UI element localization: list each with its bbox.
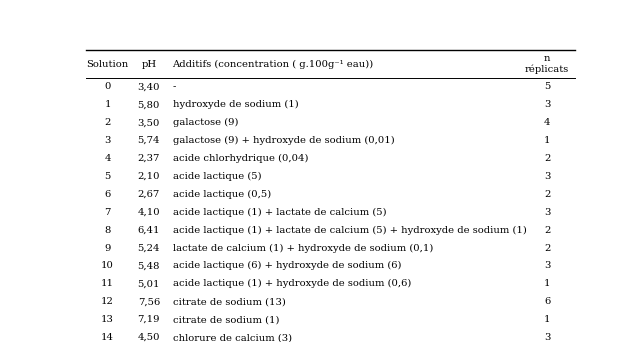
Text: 2,10: 2,10 [138, 172, 160, 181]
Text: 4: 4 [104, 154, 111, 163]
Text: citrate de sodium (13): citrate de sodium (13) [173, 297, 285, 306]
Text: 3: 3 [544, 333, 550, 342]
Text: Solution: Solution [86, 60, 129, 69]
Text: -: - [173, 82, 176, 91]
Text: 3: 3 [544, 100, 550, 109]
Text: hydroxyde de sodium (1): hydroxyde de sodium (1) [173, 100, 298, 109]
Text: acide lactique (0,5): acide lactique (0,5) [173, 190, 271, 199]
Text: 5,01: 5,01 [138, 279, 160, 288]
Text: 6: 6 [544, 297, 550, 306]
Text: 2: 2 [544, 226, 550, 235]
Text: pH: pH [141, 60, 156, 69]
Text: 5: 5 [104, 172, 111, 181]
Text: 3: 3 [544, 208, 550, 217]
Text: 2,37: 2,37 [138, 154, 160, 163]
Text: 2: 2 [544, 244, 550, 252]
Text: 7,19: 7,19 [138, 315, 160, 324]
Text: 9: 9 [104, 244, 111, 252]
Text: lactate de calcium (1) + hydroxyde de sodium (0,1): lactate de calcium (1) + hydroxyde de so… [173, 244, 433, 253]
Text: 1: 1 [544, 136, 550, 145]
Text: citrate de sodium (1): citrate de sodium (1) [173, 315, 279, 324]
Text: 2: 2 [544, 154, 550, 163]
Text: 3: 3 [544, 261, 550, 271]
Text: n
réplicats: n réplicats [525, 54, 569, 74]
Text: 11: 11 [101, 279, 114, 288]
Text: 3,40: 3,40 [138, 82, 160, 91]
Text: acide chlorhydrique (0,04): acide chlorhydrique (0,04) [173, 154, 309, 163]
Text: 5,80: 5,80 [138, 100, 160, 109]
Text: 5,74: 5,74 [138, 136, 160, 145]
Text: 7: 7 [104, 208, 111, 217]
Text: chlorure de calcium (3): chlorure de calcium (3) [173, 333, 292, 342]
Text: 5,24: 5,24 [138, 244, 160, 252]
Text: 2: 2 [104, 118, 111, 127]
Text: 6,41: 6,41 [138, 226, 160, 235]
Text: 13: 13 [101, 315, 114, 324]
Text: 4: 4 [544, 118, 550, 127]
Text: 14: 14 [101, 333, 114, 342]
Text: 2,67: 2,67 [138, 190, 160, 199]
Text: 1: 1 [104, 100, 111, 109]
Text: Additifs (concentration ( g.100g⁻¹ eau)): Additifs (concentration ( g.100g⁻¹ eau)) [172, 60, 373, 69]
Text: 4,10: 4,10 [138, 208, 160, 217]
Text: acide lactique (1) + lactate de calcium (5) + hydroxyde de sodium (1): acide lactique (1) + lactate de calcium … [173, 226, 527, 235]
Text: 2: 2 [544, 190, 550, 199]
Text: 7,56: 7,56 [138, 297, 160, 306]
Text: 0: 0 [104, 82, 111, 91]
Text: acide lactique (1) + hydroxyde de sodium (0,6): acide lactique (1) + hydroxyde de sodium… [173, 279, 412, 288]
Text: 3,50: 3,50 [138, 118, 160, 127]
Text: 5,48: 5,48 [138, 261, 160, 271]
Text: 3: 3 [104, 136, 111, 145]
Text: 6: 6 [104, 190, 111, 199]
Text: 1: 1 [544, 279, 550, 288]
Text: 4,50: 4,50 [138, 333, 160, 342]
Text: 10: 10 [101, 261, 114, 271]
Text: 5: 5 [544, 82, 550, 91]
Text: acide lactique (6) + hydroxyde de sodium (6): acide lactique (6) + hydroxyde de sodium… [173, 261, 401, 271]
Text: 1: 1 [544, 315, 550, 324]
Text: 3: 3 [544, 172, 550, 181]
Text: galactose (9) + hydroxyde de sodium (0,01): galactose (9) + hydroxyde de sodium (0,0… [173, 136, 395, 145]
Text: 8: 8 [104, 226, 111, 235]
Text: 12: 12 [101, 297, 114, 306]
Text: acide lactique (1) + lactate de calcium (5): acide lactique (1) + lactate de calcium … [173, 208, 386, 217]
Text: acide lactique (5): acide lactique (5) [173, 172, 262, 181]
Text: galactose (9): galactose (9) [173, 118, 239, 127]
